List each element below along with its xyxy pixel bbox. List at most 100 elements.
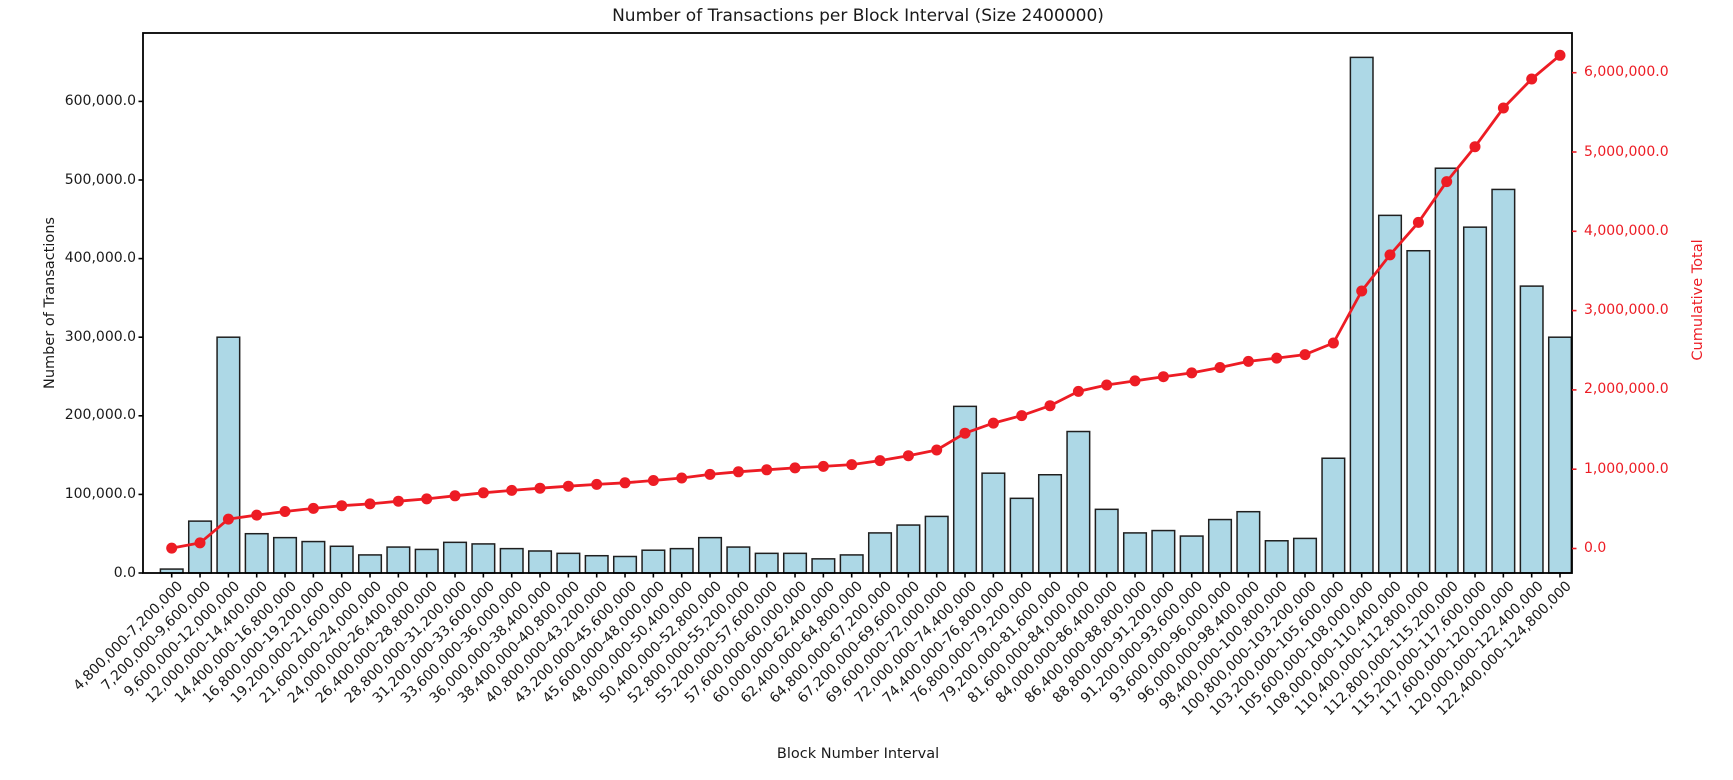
bar — [1434, 167, 1459, 574]
right-tick-label: 1,000,000.0 — [1584, 460, 1669, 477]
cumulative-point — [1356, 285, 1368, 297]
bar — [839, 554, 864, 574]
bar — [216, 336, 241, 574]
cumulative-point — [1469, 141, 1481, 153]
cumulative-point — [1327, 337, 1339, 349]
bar — [1264, 540, 1289, 574]
right-tick-label: 4,000,000.0 — [1584, 222, 1669, 239]
bar — [1009, 497, 1034, 574]
cumulative-point — [336, 500, 348, 512]
left-tick-label: 100,000.0 — [64, 485, 136, 502]
left-tick-label: 300,000.0 — [64, 328, 136, 345]
left-tick-label: 600,000.0 — [64, 92, 136, 109]
bar — [1519, 285, 1544, 574]
cumulative-point — [704, 468, 716, 480]
bar — [527, 550, 553, 574]
cumulative-point — [477, 487, 489, 499]
right-tick-label: 3,000,000.0 — [1584, 302, 1669, 319]
bar — [867, 532, 893, 574]
bar — [584, 554, 609, 574]
cumulative-point — [817, 460, 829, 472]
plot-border — [142, 32, 1573, 574]
chart-title: Number of Transactions per Block Interva… — [612, 6, 1104, 26]
bar — [1547, 336, 1573, 574]
cumulative-point — [1554, 49, 1566, 61]
cumulative-point — [591, 478, 603, 490]
cumulative-point — [619, 477, 631, 489]
bar — [726, 546, 751, 574]
cumulative-point — [732, 466, 744, 478]
cumulative-point — [987, 417, 999, 429]
left-tick-label: 500,000.0 — [64, 171, 136, 188]
cumulative-point — [1072, 385, 1084, 397]
cumulative-point — [506, 484, 518, 496]
bar — [1462, 226, 1488, 574]
bar — [1349, 56, 1374, 574]
right-tick-label: 2,000,000.0 — [1584, 381, 1669, 398]
left-tick-label: 0.0 — [113, 564, 136, 581]
cumulative-point — [902, 450, 914, 462]
bar — [1122, 532, 1148, 574]
cumulative-point — [449, 490, 461, 502]
cumulative-point — [279, 506, 291, 517]
cumulative-point — [1242, 355, 1254, 367]
cumulative-point — [931, 444, 943, 456]
bar — [641, 549, 666, 574]
bar — [896, 524, 921, 574]
cumulative-point — [761, 464, 773, 476]
cumulative-point — [421, 493, 433, 505]
bar — [1292, 537, 1318, 574]
cumulative-point — [676, 472, 688, 484]
bar — [1066, 430, 1091, 574]
cumulative-point — [194, 537, 206, 549]
cumulative-point — [1497, 102, 1509, 114]
bar — [754, 552, 779, 574]
right-axis-title: Cumulative Total — [1690, 239, 1706, 361]
bar — [414, 548, 439, 574]
bar — [272, 536, 298, 574]
bar — [556, 552, 581, 574]
cumulative-point — [1129, 375, 1141, 387]
bar — [1037, 474, 1063, 574]
cumulative-point — [251, 509, 263, 521]
bar — [1179, 535, 1204, 574]
cumulative-point — [1016, 410, 1028, 422]
right-tick-label: 0.0 — [1584, 540, 1607, 556]
bar — [471, 543, 496, 574]
right-tick-label: 6,000,000.0 — [1584, 64, 1669, 81]
bar — [1321, 457, 1346, 574]
bar — [924, 515, 949, 574]
cumulative-point — [1186, 367, 1198, 379]
cumulative-point — [1044, 400, 1056, 412]
bar — [1491, 188, 1516, 574]
cumulative-point — [364, 498, 376, 510]
bar — [442, 541, 468, 574]
bar — [301, 540, 326, 574]
bar — [1094, 508, 1119, 574]
left-tick-label: 200,000.0 — [64, 407, 136, 424]
cumulative-point — [1526, 73, 1538, 85]
cumulative-point — [1441, 176, 1453, 188]
cumulative-point — [874, 455, 886, 467]
cumulative-point — [166, 542, 178, 554]
cumulative-point — [1101, 379, 1113, 391]
right-tick-label: 5,000,000.0 — [1584, 143, 1669, 160]
bar — [1406, 249, 1431, 574]
bar — [499, 547, 524, 574]
cumulative-point — [647, 475, 659, 486]
cumulative-point — [1271, 352, 1283, 364]
bar — [612, 555, 638, 574]
bar — [1207, 518, 1233, 574]
cumulative-point — [222, 513, 234, 525]
cumulative-point — [1299, 349, 1311, 361]
cumulative-point — [846, 459, 858, 471]
cumulative-point — [959, 427, 971, 439]
bar — [386, 546, 411, 574]
bar — [697, 536, 723, 574]
cumulative-point — [562, 480, 574, 492]
x-axis-title: Block Number Interval — [776, 746, 940, 762]
cumulative-point — [1157, 371, 1169, 383]
bar — [329, 545, 354, 574]
